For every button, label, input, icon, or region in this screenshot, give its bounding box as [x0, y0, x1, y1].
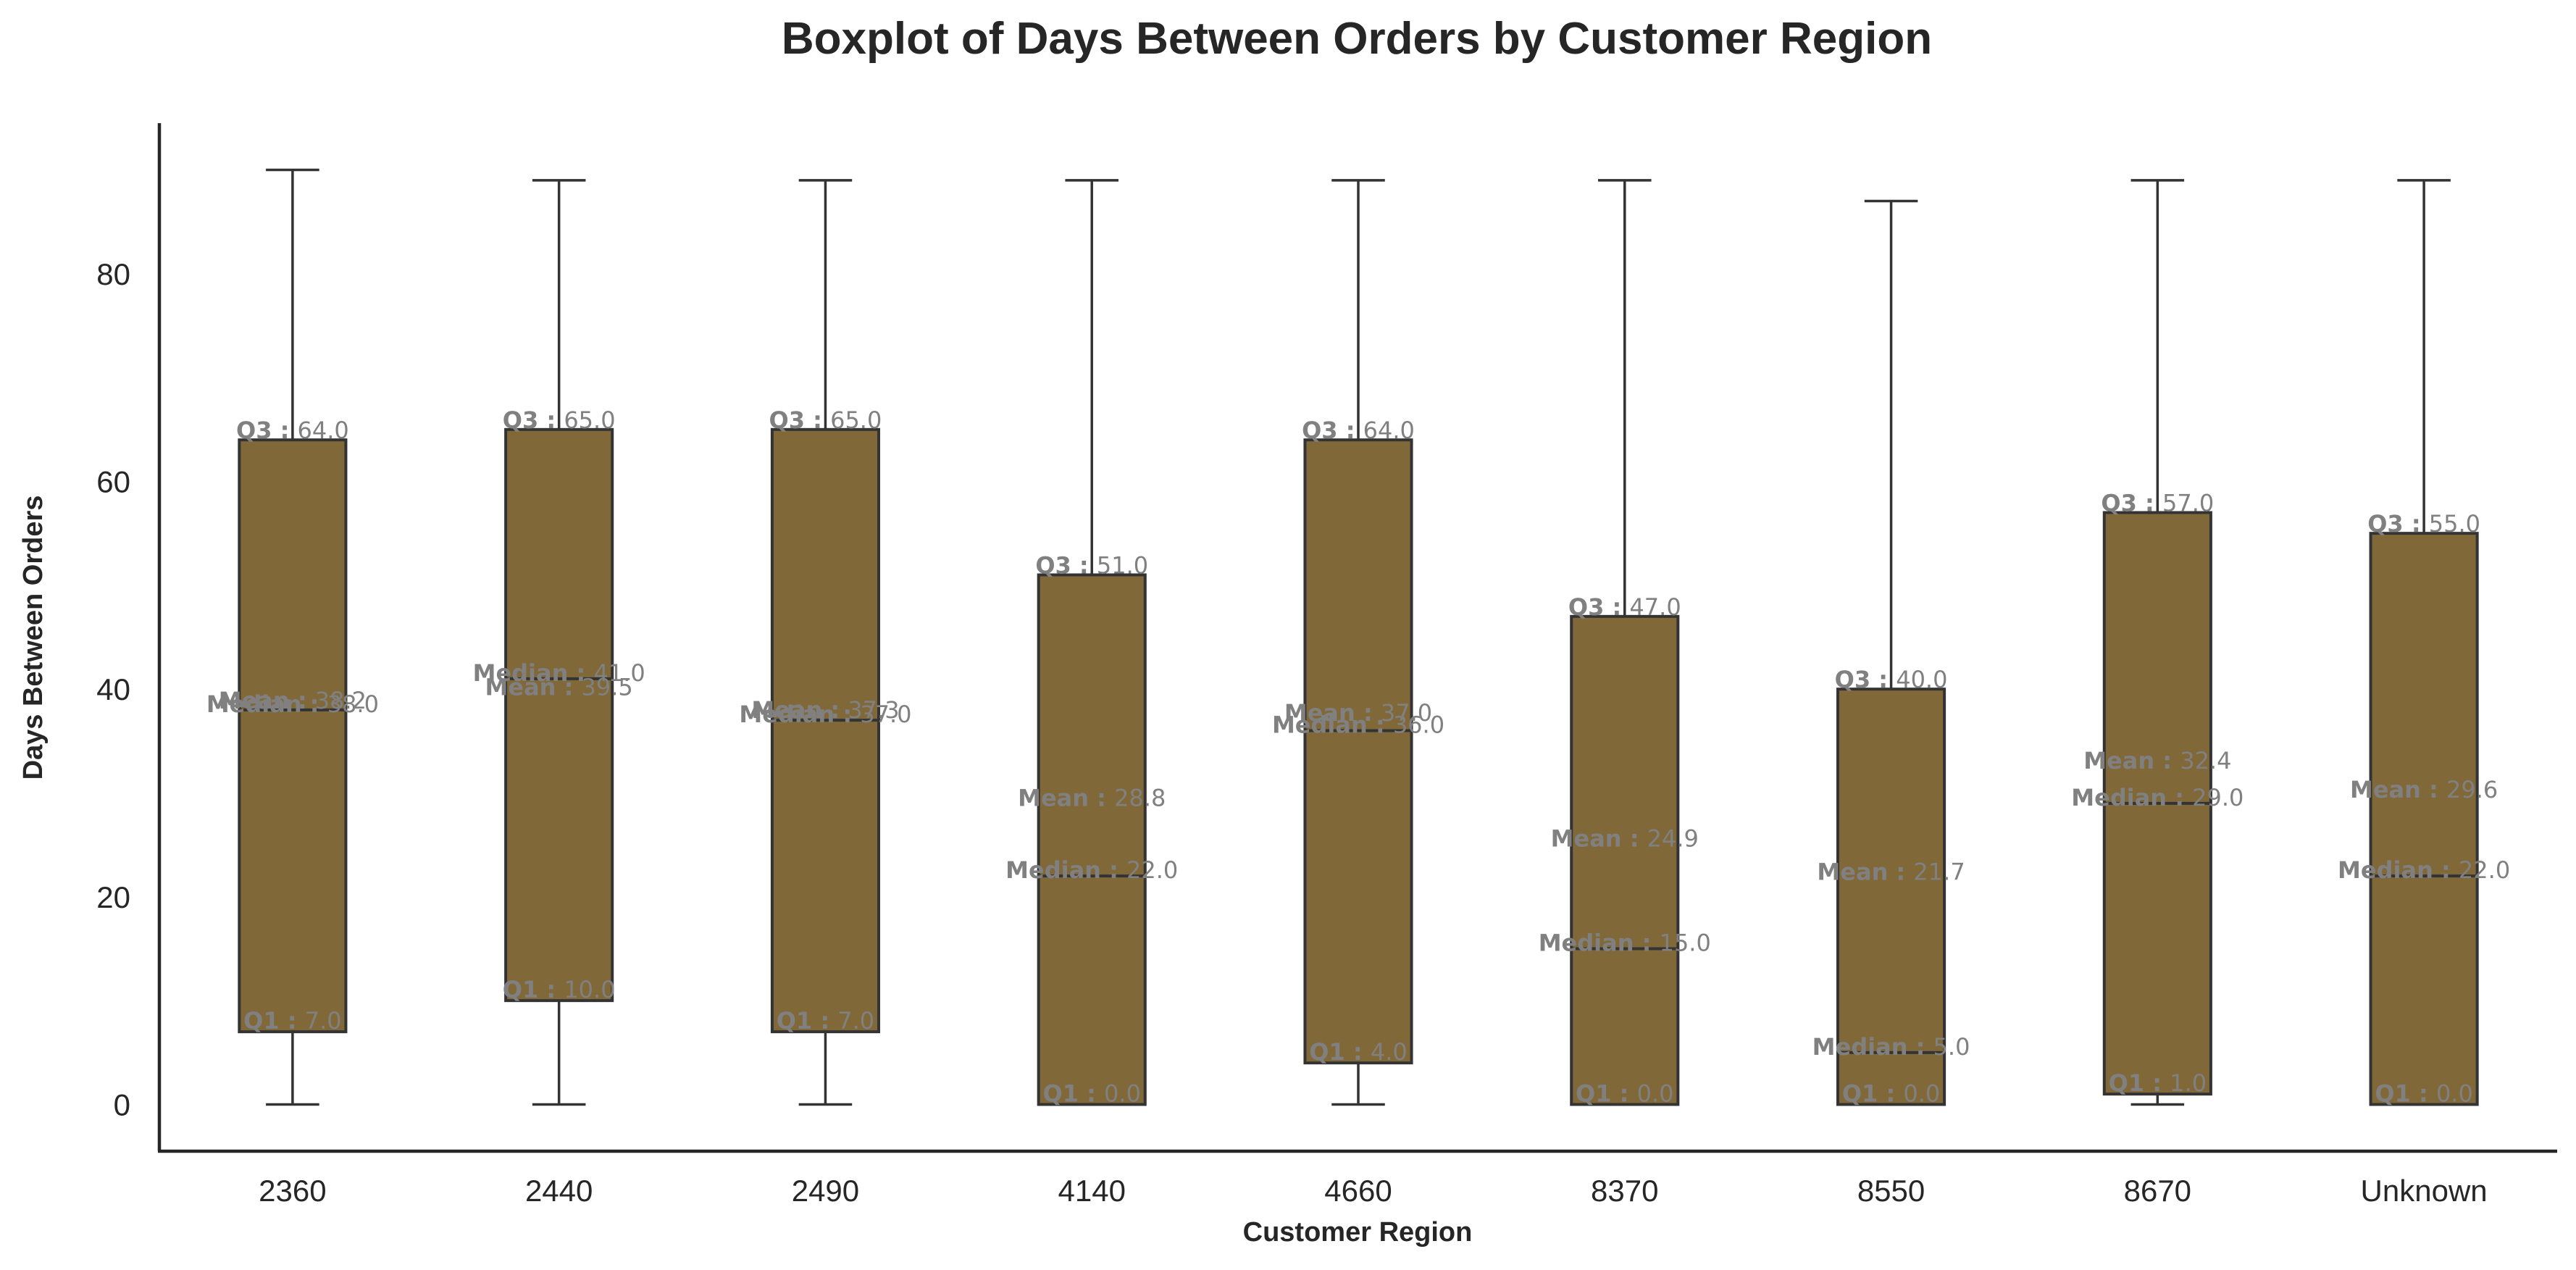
stat-label-q3: Q3 : 57.0	[2101, 490, 2214, 517]
stat-label-q1: Q1 : 10.0	[503, 976, 616, 1003]
stat-label-q1: Q1 : 4.0	[1309, 1038, 1407, 1066]
stat-label-median: Median : 29.0	[2071, 784, 2243, 811]
stat-label-q3: Q3 : 64.0	[1302, 417, 1415, 444]
stat-label-q1: Q1 : 1.0	[2109, 1069, 2207, 1097]
y-tick-label: 40	[96, 672, 130, 706]
stat-label-median: Median : 22.0	[1005, 856, 1178, 884]
x-tick-label: 2490	[792, 1174, 859, 1208]
stat-label-mean: Mean : 24.9	[1551, 825, 1699, 853]
x-tick-label: 4140	[1058, 1174, 1126, 1208]
box	[1570, 614, 1680, 1106]
stat-label-q3: Q3 : 64.0	[236, 417, 349, 444]
stat-label-q3: Q3 : 65.0	[503, 406, 616, 434]
stat-label-q1: Q1 : 0.0	[1842, 1080, 1940, 1108]
x-axis-label: Customer Region	[1243, 1217, 1473, 1248]
stat-label-mean: Mean : 32.4	[2083, 747, 2231, 774]
chart-title: Boxplot of Days Between Orders by Custom…	[782, 14, 1932, 64]
stat-label-mean: Mean : 29.6	[2350, 776, 2498, 803]
x-tick-label: 8670	[2124, 1174, 2191, 1208]
box	[770, 427, 881, 1034]
box	[504, 427, 614, 1003]
box-group: Q3 : 40.0 Mean : 21.7 Median : 5.0 Q1 : 0.0	[1812, 199, 1970, 1108]
x-tick-label: 2440	[525, 1174, 593, 1208]
stat-label-median: Median : 41.0	[473, 659, 645, 687]
stat-label-median: Median : 38.0	[206, 690, 379, 718]
box-group: Q3 : 51.0 Mean : 28.8 Median : 22.0 Q1 : 0.…	[1005, 179, 1178, 1108]
box	[1037, 573, 1147, 1106]
stat-label-mean: Mean : 38.2	[219, 687, 367, 714]
x-tick-label: Unknown	[2361, 1174, 2488, 1208]
box	[2369, 532, 2479, 1106]
x-axis-ticks: 2360 2440 2490 4140 4660 8370 8550 8670 Unknown	[259, 1174, 2487, 1208]
stat-label-q3: Q3 : 55.0	[2367, 510, 2480, 538]
stat-label-q1: Q1 : 7.0	[243, 1007, 341, 1035]
stat-label-q3: Q3 : 51.0	[1035, 552, 1148, 580]
stat-label-q1: Q1 : 0.0	[1576, 1080, 1673, 1108]
box	[1303, 438, 1413, 1065]
y-tick-label: 20	[96, 880, 130, 914]
box-group: Q3 : 47.0 Mean : 24.9 Median : 15.0 Q1 : 0.…	[1539, 179, 1711, 1108]
stat-label-mean: Mean : 21.7	[1817, 858, 1965, 885]
x-tick-label: 8370	[1591, 1174, 1658, 1208]
y-tick-label: 60	[96, 465, 130, 499]
stat-label-median: Median : 22.0	[2338, 856, 2510, 884]
stat-label-q1: Q1 : 0.0	[1043, 1080, 1141, 1108]
y-tick-label: 80	[96, 257, 130, 291]
stat-label-q3: Q3 : 47.0	[1568, 593, 1681, 621]
box-group: Q3 : 55.0 Mean : 29.6 Median : 22.0 Q1 : 0.…	[2338, 179, 2510, 1108]
stat-label-mean: Mean : 37.0	[1284, 699, 1432, 727]
box	[238, 438, 348, 1034]
stat-label-q1: Q1 : 0.0	[2375, 1080, 2472, 1108]
x-tick-label: 4660	[1324, 1174, 1392, 1208]
y-axis-label: Days Between Orders	[18, 496, 49, 780]
box-group: Q3 : 57.0 Mean : 32.4 Median : 29.0 Q1 : 1.…	[2071, 179, 2243, 1106]
box	[1836, 688, 1946, 1106]
y-axis-ticks: 0 20 40 60 80	[96, 257, 130, 1122]
y-tick-label: 0	[114, 1088, 130, 1122]
stat-label-median: Median : 15.0	[1539, 929, 1711, 957]
x-tick-label: 8550	[1857, 1174, 1925, 1208]
stat-label-median: Median : 37.0	[739, 701, 911, 728]
stat-label-median: Median : 5.0	[1812, 1033, 1970, 1061]
stat-label-mean: Mean : 28.8	[1018, 785, 1166, 812]
stat-label-median: Median : 36.0	[1272, 711, 1444, 739]
stat-label-q3: Q3 : 40.0	[1835, 666, 1948, 693]
stat-label-mean: Mean : 39.5	[485, 673, 633, 701]
stat-label-q3: Q3 : 65.0	[769, 406, 882, 434]
stat-label-q1: Q1 : 7.0	[777, 1007, 874, 1035]
x-tick-label: 2360	[259, 1174, 326, 1208]
stat-label-mean: Mean : 37.3	[751, 696, 899, 724]
